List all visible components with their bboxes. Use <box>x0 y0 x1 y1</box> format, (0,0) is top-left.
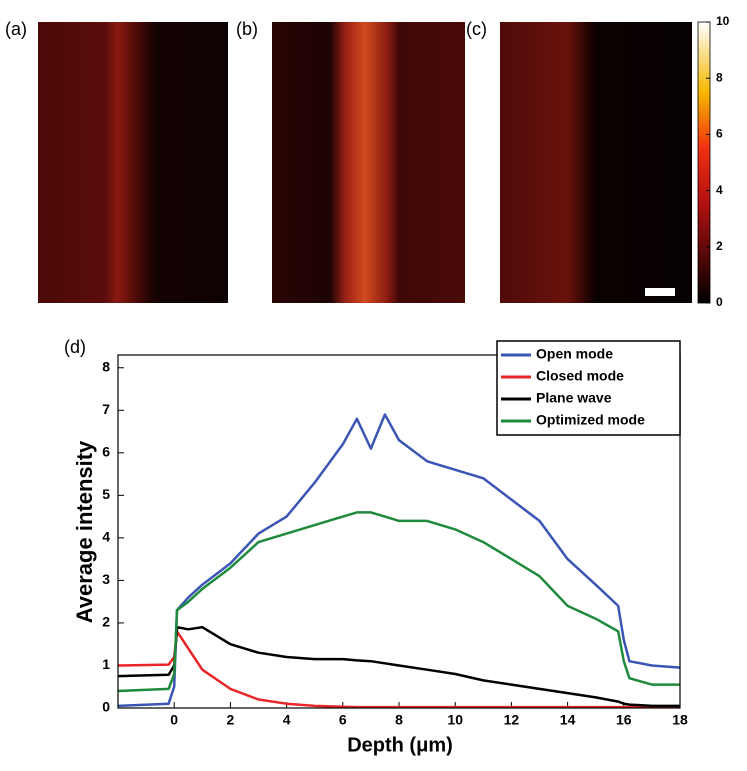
x-tick-label: 16 <box>616 712 632 728</box>
panel-label: (b) <box>236 19 258 39</box>
colorbar-tick-label: 6 <box>716 127 723 141</box>
colorbar-tick-label: 0 <box>716 295 723 309</box>
x-tick-label: 6 <box>339 712 347 728</box>
x-tick-label: 10 <box>447 712 463 728</box>
colorbar-tick-label: 4 <box>716 183 723 197</box>
legend-box <box>496 340 681 436</box>
line-series <box>117 413 681 708</box>
panel-label: (d) <box>64 337 86 357</box>
x-tick-label: 0 <box>170 712 178 728</box>
panel-label: (a) <box>5 19 27 39</box>
legend-label: Plane wave <box>536 390 612 406</box>
x-tick-label: 14 <box>560 712 576 728</box>
y-tick-label: 8 <box>102 358 110 374</box>
x-tick-label: 4 <box>283 712 291 728</box>
y-tick-label: 7 <box>102 401 110 417</box>
x-tick-label: 8 <box>395 712 403 728</box>
y-tick-label: 4 <box>102 529 110 545</box>
colorbar-tick-label: 2 <box>716 239 723 253</box>
colorbar <box>697 21 711 304</box>
image-a <box>38 22 228 303</box>
panel-label: (c) <box>466 19 487 39</box>
y-tick-label: 0 <box>102 699 110 715</box>
line-series <box>117 511 680 693</box>
y-tick-label: 5 <box>102 486 110 502</box>
colorbar-tick-label: 8 <box>716 70 723 84</box>
image-c <box>500 22 692 303</box>
x-axis-label: Depth (μm) <box>347 734 453 756</box>
x-tick-label: 18 <box>672 712 688 728</box>
x-tick-label: 12 <box>504 712 520 728</box>
colorbar-tick-label: 10 <box>716 14 730 28</box>
y-tick-label: 3 <box>102 571 110 587</box>
y-tick-label: 1 <box>102 656 110 672</box>
legend-label: Open mode <box>536 346 613 362</box>
y-tick-label: 2 <box>102 614 110 630</box>
plot-frame <box>117 354 681 709</box>
y-axis-label: Average intensity <box>72 440 97 623</box>
legend-label: Optimized mode <box>536 412 645 428</box>
line-series <box>117 625 680 708</box>
line-series <box>117 630 680 709</box>
y-tick-label: 6 <box>102 444 110 460</box>
x-tick-label: 2 <box>227 712 235 728</box>
scale-bar <box>645 288 675 296</box>
legend-label: Closed mode <box>536 368 624 384</box>
image-b <box>272 22 465 303</box>
